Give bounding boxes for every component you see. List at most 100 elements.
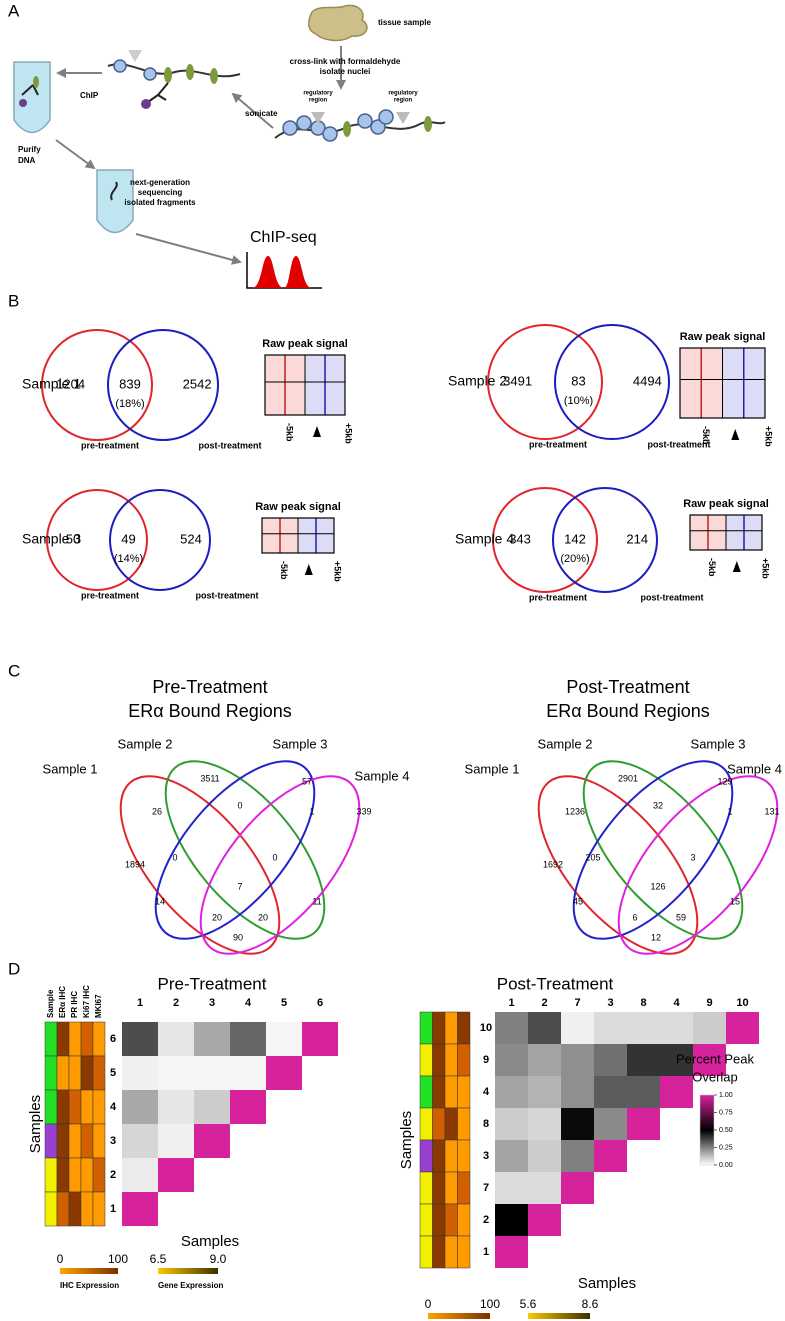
region-count: 90	[233, 932, 243, 942]
annotation-cell	[457, 1011, 471, 1045]
heatmap-cell	[158, 1090, 194, 1124]
bead	[141, 99, 151, 109]
column-label: 2	[541, 997, 547, 1009]
region-count: 131	[764, 806, 779, 816]
heatmap-cell	[627, 1108, 660, 1140]
annotation-cell	[44, 1089, 58, 1125]
axis-label: Samples	[181, 1233, 239, 1250]
signal-title: Raw peak signal	[255, 501, 341, 513]
panel-label: A	[8, 1, 20, 20]
venn-title: ERα Bound Regions	[546, 701, 710, 721]
row-label: 5	[110, 1067, 116, 1079]
center-marker	[731, 429, 740, 440]
annotation-cell	[432, 1235, 446, 1269]
annotation-cell	[457, 1171, 471, 1205]
heatmap-cell	[302, 1022, 338, 1056]
annotation-cell	[56, 1157, 70, 1193]
colorbar-tick-label: 0.00	[719, 1162, 733, 1169]
annotation-cell	[419, 1075, 433, 1109]
heatmap-cell	[495, 1044, 528, 1076]
row-label: 4	[110, 1101, 117, 1113]
arrow	[135, 233, 242, 265]
annotation-cell	[56, 1191, 70, 1227]
count: 49	[121, 531, 135, 546]
count: 142	[564, 531, 586, 546]
annotation-cell	[419, 1171, 433, 1205]
annotation-cell	[56, 1055, 70, 1091]
heatmap-cell	[528, 1044, 561, 1076]
heatmap-cell	[266, 1022, 302, 1056]
region-count: 1894	[125, 859, 145, 869]
caption: isolate nuclei	[320, 67, 371, 76]
region-count: 1	[309, 806, 314, 816]
annotation-cell	[56, 1089, 70, 1125]
sample-name: Sample 4	[455, 531, 514, 547]
annotation-cell	[432, 1043, 446, 1077]
row-label: 3	[110, 1135, 116, 1147]
region-count: 15	[730, 896, 740, 906]
count: 3491	[503, 373, 532, 388]
annotation-cell	[457, 1139, 471, 1173]
annotation-cell	[432, 1139, 446, 1173]
annotation-cell	[68, 1157, 82, 1193]
signal-frame	[264, 354, 346, 416]
count: 214	[626, 531, 648, 546]
legend-bar	[528, 1313, 590, 1319]
column-label: 4	[245, 997, 252, 1009]
annotation-cell	[68, 1123, 82, 1159]
heatmap-cell	[158, 1022, 194, 1056]
heatmap-cell	[660, 1044, 693, 1076]
caption: region	[309, 98, 328, 104]
tissue-icon	[308, 4, 368, 42]
annotation-cell	[444, 1043, 458, 1077]
annotation-cell	[432, 1203, 446, 1237]
legend-tick: 100	[108, 1252, 128, 1266]
heatmap-cell	[561, 1044, 594, 1076]
legend-bar	[428, 1313, 490, 1319]
legend-title: Gene Expression	[158, 1281, 223, 1290]
annotation-cell	[457, 1043, 471, 1077]
heatmap-cell	[230, 1022, 266, 1056]
heatmap-cell	[528, 1012, 561, 1044]
venn-circle	[552, 487, 658, 593]
region-count: 57	[302, 776, 312, 786]
percent: (10%)	[564, 395, 593, 407]
heatmap-cell	[122, 1056, 158, 1090]
annotation-cell	[68, 1055, 82, 1091]
panel-label: B	[8, 291, 19, 310]
heatmap-cell	[194, 1056, 230, 1090]
count: 839	[119, 376, 141, 391]
venn-circle	[41, 329, 153, 441]
heatmap-cell	[194, 1022, 230, 1056]
annotation-cell	[419, 1107, 433, 1141]
annotation-cell	[44, 1055, 58, 1091]
region-count: 129	[717, 776, 732, 786]
count: 343	[509, 531, 531, 546]
count: 2542	[183, 376, 212, 391]
legend-bar	[60, 1268, 118, 1274]
nucleosomes	[282, 109, 394, 142]
row-label: 2	[110, 1169, 116, 1181]
peaks	[252, 256, 312, 288]
heatmap-cell	[594, 1108, 627, 1140]
tube-content	[21, 84, 39, 96]
heatmap-cell	[158, 1056, 194, 1090]
heatmap-cell	[561, 1108, 594, 1140]
caption: Purify	[18, 145, 41, 154]
colorbar-tick-label: 0.25	[719, 1144, 733, 1151]
panel-label: C	[8, 661, 20, 680]
heatmap-cell	[561, 1172, 594, 1204]
venn-set	[154, 760, 316, 940]
annotation-cell	[44, 1191, 58, 1227]
count: 4494	[633, 373, 662, 388]
set-label: Sample 1	[43, 761, 98, 776]
caption: DNA	[18, 156, 36, 165]
heatmap-cell	[495, 1076, 528, 1108]
signal-frame	[261, 517, 335, 554]
annotation-cell	[444, 1235, 458, 1269]
row-label: 1	[483, 1246, 489, 1258]
annotation-cell	[419, 1235, 433, 1269]
dna	[110, 181, 118, 201]
legend-title: IHC Expression	[60, 1281, 119, 1290]
